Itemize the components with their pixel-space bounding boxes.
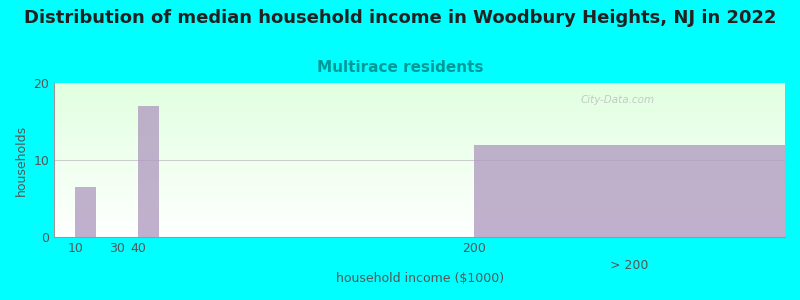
Text: Multirace residents: Multirace residents (317, 60, 483, 75)
Bar (75, 187, 96, 238)
Text: City-Data.com: City-Data.com (581, 95, 654, 105)
Y-axis label: households: households (15, 125, 28, 196)
X-axis label: household income ($1000): household income ($1000) (335, 272, 504, 285)
Bar (138, 106, 159, 238)
Text: Distribution of median household income in Woodbury Heights, NJ in 2022: Distribution of median household income … (24, 9, 776, 27)
Bar (474, 145, 785, 238)
Text: > 200: > 200 (610, 259, 649, 272)
